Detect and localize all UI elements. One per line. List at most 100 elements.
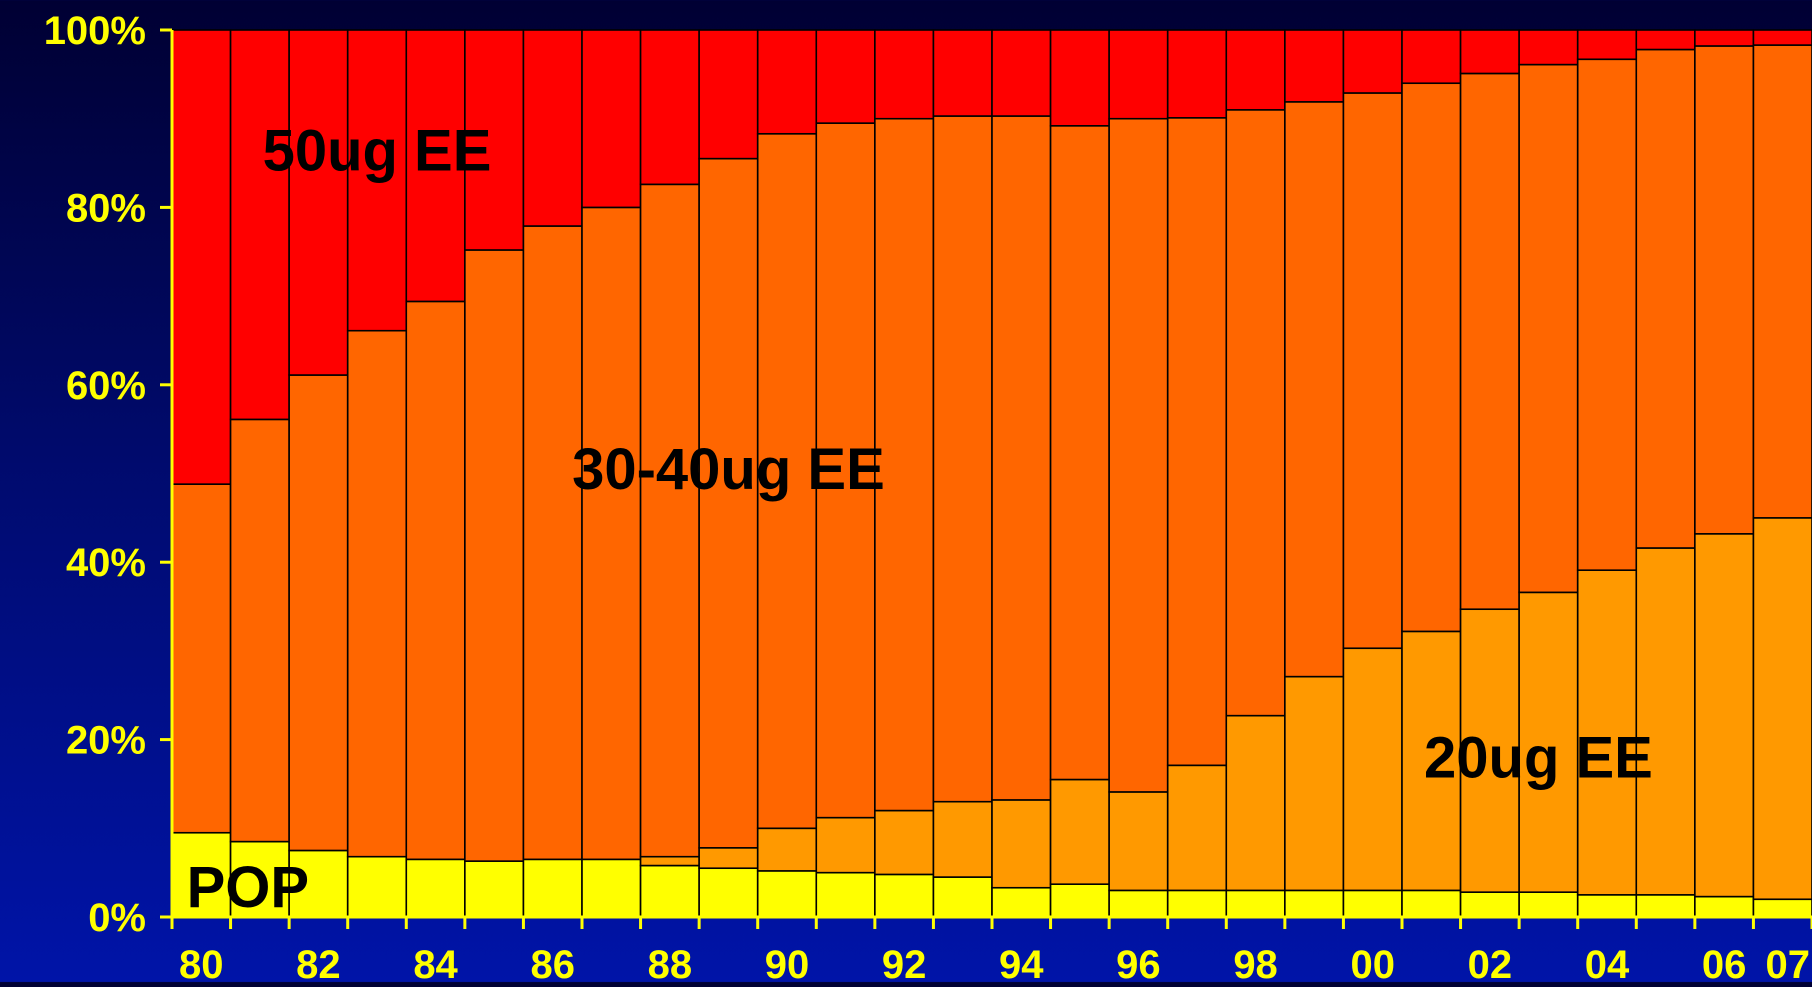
bar-segment-30-40ug-ee-83 (346, 329, 408, 858)
y-tick-label-60: 60% (66, 364, 146, 408)
x-tick-label-07: 07 (1766, 943, 1811, 982)
bar-segment-20ug-ee-02 (1459, 608, 1520, 893)
bar-segment-pop-89 (698, 867, 759, 918)
bar-segment-50ug-ee-04 (1576, 29, 1638, 61)
series-label-30-40ug-ee: 30-40ug EE (572, 437, 885, 502)
bar-segment-30-40ug-ee-02 (1459, 72, 1520, 611)
bar-segment-20ug-ee-94 (991, 799, 1052, 889)
bar-segment-50ug-ee-82 (288, 29, 349, 376)
bar-segment-30-40ug-ee-84 (405, 300, 466, 861)
bar-segment-20ug-ee-99 (1284, 675, 1345, 892)
series-label-50ug-ee: 50ug EE (263, 118, 492, 183)
bar-segment-20ug-ee-95 (1049, 778, 1110, 885)
bar-segment-30-40ug-ee-00 (1342, 92, 1403, 650)
bar-segment-50ug-ee-02 (1459, 29, 1520, 75)
bar-segment-pop-87 (581, 858, 642, 918)
bar-segment-20ug-ee-98 (1225, 714, 1286, 892)
bar-segment-50ug-ee-07 (1752, 29, 1812, 46)
bar-segment-50ug-ee-96 (1108, 29, 1169, 120)
bar-segment-30-40ug-ee-06 (1694, 45, 1755, 535)
bar-segment-20ug-ee-05 (1635, 547, 1696, 896)
x-tick-label-82: 82 (296, 943, 341, 982)
bar-segment-50ug-ee-06 (1694, 29, 1755, 47)
bar-segment-50ug-ee-01 (1401, 29, 1462, 85)
x-tick-label-90: 90 (765, 943, 810, 982)
bar-segment-20ug-ee-97 (1166, 764, 1228, 892)
x-tick-label-92: 92 (882, 943, 927, 982)
bar-segment-pop-96 (1108, 889, 1169, 918)
bar-segment-20ug-ee-90 (756, 827, 818, 872)
bar-segment-pop-83 (346, 855, 408, 918)
bar-segment-pop-85 (464, 860, 525, 918)
bar-segment-50ug-ee-86 (522, 29, 583, 227)
x-tick-label-96: 96 (1116, 943, 1161, 982)
bar-segment-30-40ug-ee-81 (229, 418, 290, 843)
bar-segment-50ug-ee-90 (756, 29, 818, 135)
x-tick-label-86: 86 (530, 943, 575, 982)
bar-segment-30-40ug-ee-99 (1284, 101, 1345, 678)
bar-segment-20ug-ee-96 (1108, 791, 1169, 892)
bar-segment-20ug-ee-91 (815, 816, 876, 874)
bar-segment-50ug-ee-87 (581, 29, 642, 209)
bar-segment-pop-80 (171, 831, 232, 918)
bar-segment-20ug-ee-93 (932, 800, 993, 878)
bar-segment-pop-04 (1576, 894, 1638, 918)
bar-segment-pop-94 (991, 886, 1052, 918)
x-tick-label-02: 02 (1468, 943, 1513, 982)
bar-segment-30-40ug-ee-85 (464, 249, 525, 862)
bar-segment-50ug-ee-05 (1635, 29, 1696, 51)
bar-segment-30-40ug-ee-88 (639, 183, 700, 858)
bar-segment-30-40ug-ee-92 (874, 117, 935, 812)
bar-segment-50ug-ee-93 (932, 29, 993, 117)
bar-segment-30-40ug-ee-93 (932, 115, 993, 803)
bar-segment-20ug-ee-07 (1752, 517, 1812, 901)
bar-segment-20ug-ee-01 (1401, 630, 1462, 892)
x-tick-label-00: 00 (1350, 943, 1395, 982)
bar-segment-50ug-ee-98 (1225, 29, 1286, 111)
bar-segment-pop-05 (1635, 894, 1696, 918)
labels-layer: 50ug EE 30-40ug EE 20ug EE POP (187, 118, 1653, 920)
bar-segment-50ug-ee-03 (1518, 29, 1579, 66)
series-label-20ug-ee: 20ug EE (1424, 725, 1653, 790)
bar-segment-30-40ug-ee-07 (1752, 44, 1812, 519)
bar-segment-30-40ug-ee-98 (1225, 109, 1286, 717)
bar-segment-30-40ug-ee-80 (171, 483, 232, 834)
bar-segment-30-40ug-ee-87 (581, 206, 642, 861)
bar-segment-pop-90 (756, 870, 818, 918)
x-tick-label-06: 06 (1702, 943, 1747, 982)
bar-segment-30-40ug-ee-01 (1401, 82, 1462, 633)
bars-layer (171, 29, 1812, 918)
bar-segment-50ug-ee-88 (639, 29, 700, 186)
bar-segment-50ug-ee-89 (698, 29, 759, 160)
x-tick-label-98: 98 (1233, 943, 1278, 982)
bar-segment-50ug-ee-99 (1284, 29, 1345, 103)
bar-segment-50ug-ee-91 (815, 29, 876, 124)
bar-segment-pop-01 (1401, 889, 1462, 918)
bar-segment-pop-98 (1225, 889, 1286, 918)
bar-segment-pop-07 (1752, 898, 1812, 918)
bar-segment-pop-88 (639, 864, 700, 918)
bar-segment-30-40ug-ee-97 (1166, 117, 1228, 767)
bar-segment-30-40ug-ee-86 (522, 225, 583, 861)
bar-segment-20ug-ee-88 (639, 855, 700, 867)
ticks-layer: 0% 20% 40% 60% 80% 100% 80 82 84 86 88 90 92 94 96 98 00… (44, 9, 1812, 987)
bar-segment-30-40ug-ee-03 (1518, 63, 1579, 594)
y-tick-label-40: 40% (66, 541, 146, 585)
y-tick-label-80: 80% (66, 186, 146, 230)
x-tick-label-04: 04 (1585, 943, 1630, 982)
bar-segment-50ug-ee-00 (1342, 29, 1403, 94)
bar-segment-pop-99 (1284, 889, 1345, 918)
bar-segment-30-40ug-ee-05 (1635, 48, 1696, 549)
bar-segment-50ug-ee-95 (1049, 29, 1110, 127)
x-tick-label-88: 88 (648, 943, 693, 982)
bar-segment-50ug-ee-92 (874, 29, 935, 120)
bar-segment-pop-91 (815, 871, 876, 918)
bar-segment-30-40ug-ee-96 (1108, 117, 1169, 793)
y-tick-label-100: 100% (44, 9, 146, 53)
bar-segment-pop-97 (1166, 889, 1228, 918)
bar-segment-30-40ug-ee-89 (698, 157, 759, 849)
bar-segment-20ug-ee-92 (874, 809, 935, 876)
bar-segment-30-40ug-ee-94 (991, 115, 1052, 801)
bar-segment-pop-95 (1049, 883, 1110, 918)
